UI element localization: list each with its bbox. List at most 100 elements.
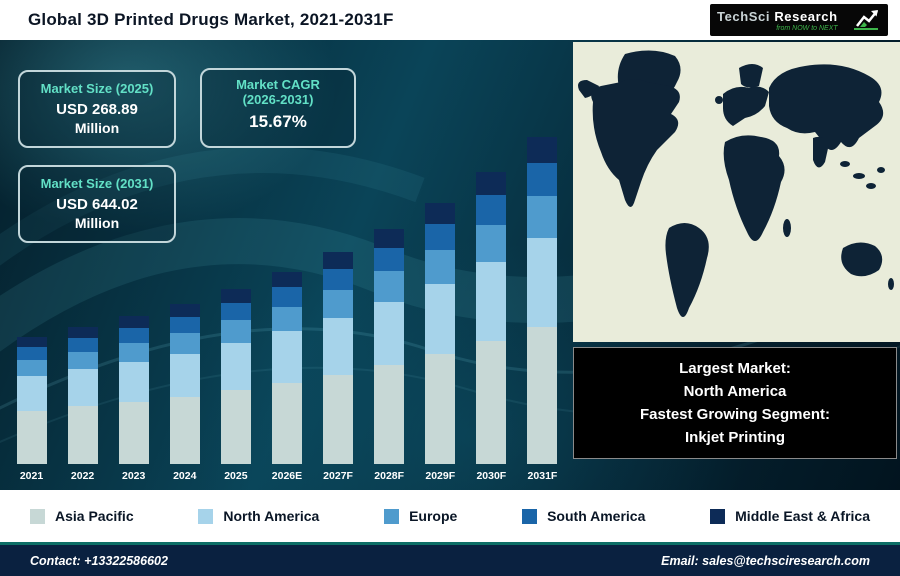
bar-column: 2027F: [315, 252, 362, 482]
x-axis-label: 2028F: [374, 470, 405, 482]
info-box-title: Market Size (2031): [40, 176, 154, 191]
bar-segment-middle-east-africa: [374, 229, 405, 248]
bar-column: 2025: [212, 289, 259, 482]
legend-swatch: [522, 508, 538, 524]
largest-market-label: Largest Market:: [679, 360, 791, 377]
page-title: Global 3D Printed Drugs Market, 2021-203…: [28, 10, 394, 29]
info-box-title: Market CAGR (2026-2031): [208, 77, 348, 107]
world-map: [573, 42, 900, 342]
logo-tagline: from NOW to NEXT: [776, 24, 838, 32]
bar-segment-europe: [220, 320, 251, 344]
logo-name: TechSci Research: [717, 9, 838, 24]
legend-label: North America: [223, 508, 320, 524]
bar-segment-north-america: [527, 238, 558, 327]
bar-segment-europe: [527, 195, 558, 239]
bar-segment-north-america: [374, 301, 405, 366]
legend-swatch: [710, 508, 726, 524]
bar-segment-europe: [374, 271, 405, 302]
market-size-2025-box: Market Size (2025) USD 268.89 Million: [18, 70, 176, 148]
legend-swatch: [384, 508, 400, 524]
x-axis-label: 2023: [122, 470, 146, 482]
bar-segment-asia-pacific: [374, 365, 405, 464]
header: Global 3D Printed Drugs Market, 2021-203…: [0, 0, 900, 40]
bar-column: 2026E: [263, 272, 310, 482]
bar-segment-middle-east-africa: [476, 172, 507, 196]
bar-segment-north-america: [425, 283, 456, 355]
bar-stack: [220, 289, 251, 464]
bar-segment-asia-pacific: [16, 410, 47, 464]
bar-stack: [118, 316, 149, 464]
largest-market-value: North America: [683, 383, 787, 400]
bar-segment-middle-east-africa: [271, 272, 302, 288]
logo-brand-primary: TechSci: [717, 8, 771, 24]
bar-column: 2023: [110, 316, 157, 482]
bar-segment-asia-pacific: [67, 406, 98, 464]
bar-stack: [16, 337, 47, 464]
info-box-unit: Million: [74, 215, 120, 231]
bar-stack: [374, 229, 405, 464]
bar-segment-north-america: [323, 317, 354, 375]
chart-stage: Market Size (2025) USD 268.89 Million Ma…: [0, 40, 900, 490]
bar-segment-middle-east-africa: [118, 316, 149, 328]
cagr-title-line2: (2026-2031): [242, 92, 314, 107]
footer-email: Email: sales@techsciresearch.com: [661, 553, 870, 568]
bar-segment-asia-pacific: [271, 383, 302, 464]
logo-brand-secondary: Research: [774, 8, 838, 24]
bar-segment-asia-pacific: [476, 341, 507, 464]
legend-swatch: [30, 508, 45, 524]
info-box-title: Market Size (2025): [40, 81, 154, 96]
fastest-segment-label: Fastest Growing Segment:: [639, 406, 831, 423]
bar-segment-south-america: [527, 163, 558, 196]
bar-segment-south-america: [323, 268, 354, 291]
bar-segment-middle-east-africa: [323, 252, 354, 269]
bar-column: 2022: [59, 327, 106, 482]
fastest-segment-value: Inkjet Printing: [684, 429, 785, 446]
bar-segment-asia-pacific: [169, 396, 200, 464]
bar-stack: [323, 252, 354, 464]
bar-segment-middle-east-africa: [527, 137, 558, 164]
legend-label: Asia Pacific: [55, 508, 134, 524]
bar-segment-europe: [118, 342, 149, 362]
legend-item: South America: [522, 508, 645, 524]
bar-segment-middle-east-africa: [425, 203, 456, 224]
bar-stack: [169, 304, 200, 464]
info-box-unit: Million: [74, 120, 120, 136]
bar-segment-north-america: [271, 331, 302, 384]
legend-label: Europe: [409, 508, 458, 524]
info-box-value: USD 268.89: [56, 101, 138, 118]
info-box-value: USD 644.02: [56, 196, 138, 213]
bar-segment-europe: [67, 351, 98, 370]
bar-stack: [271, 272, 302, 464]
bar-chart: 2021 2022 2023 2024 2025 2026E 2027F 2028F 2029F…: [8, 102, 566, 482]
x-axis-label: 2030F: [476, 470, 507, 482]
footer-contact: Contact: +13322586602: [30, 553, 168, 568]
logo-arrow-icon: [854, 10, 878, 30]
market-highlight-box: Largest Market: North America Fastest Gr…: [573, 347, 897, 459]
cagr-title-line1: Market CAGR: [236, 77, 320, 92]
bar-column: 2028F: [366, 229, 413, 482]
legend-item: North America: [198, 508, 319, 524]
bar-segment-asia-pacific: [323, 374, 354, 464]
info-box-value: 15.67%: [249, 112, 307, 131]
x-axis-label: 2021: [19, 470, 44, 482]
legend-label: Middle East & Africa: [735, 508, 870, 524]
bar-segment-north-america: [169, 353, 200, 397]
bar-segment-south-america: [16, 347, 47, 360]
legend: Asia Pacific North America Europe South Ame…: [0, 490, 900, 542]
x-axis-label: 2024: [173, 470, 197, 482]
legend-item: Middle East & Africa: [710, 508, 870, 524]
bar-column: 2030F: [468, 172, 515, 482]
bar-segment-europe: [476, 224, 507, 263]
market-size-2031-box: Market Size (2031) USD 644.02 Million: [18, 165, 176, 243]
bar-segment-south-america: [374, 247, 405, 272]
bar-segment-middle-east-africa: [16, 337, 47, 348]
x-axis-label: 2022: [70, 470, 95, 482]
bar-stack: [527, 137, 558, 464]
world-map-image: [573, 42, 900, 342]
legend-item: Asia Pacific: [30, 508, 134, 524]
footer: Contact: +13322586602 Email: sales@techs…: [0, 542, 900, 576]
market-cagr-box: Market CAGR (2026-2031) 15.67%: [200, 68, 356, 148]
bar-segment-europe: [169, 332, 200, 354]
bar-segment-south-america: [67, 337, 98, 352]
legend-item: Europe: [384, 508, 457, 524]
